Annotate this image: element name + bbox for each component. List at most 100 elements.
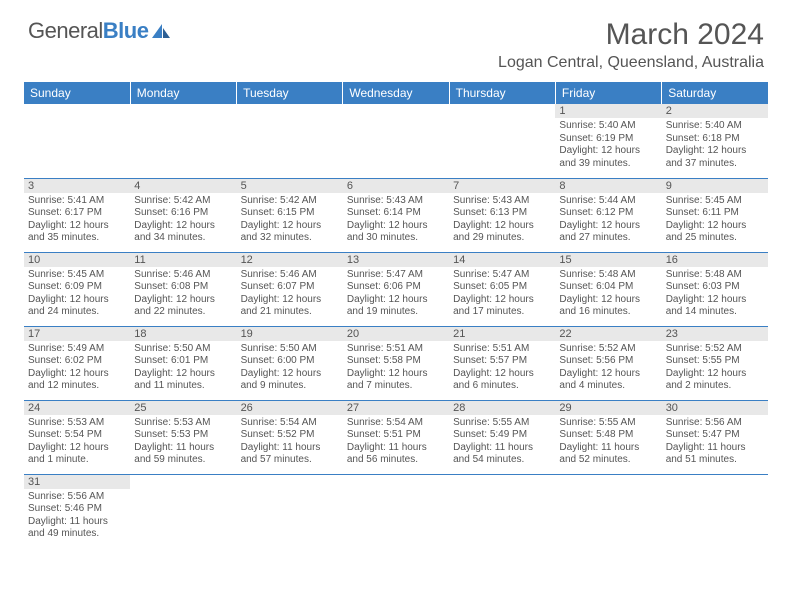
day-cell: 13Sunrise: 5:47 AMSunset: 6:06 PMDayligh… xyxy=(343,252,449,326)
day-details: Sunrise: 5:50 AMSunset: 6:01 PMDaylight:… xyxy=(130,341,236,395)
day-number: 15 xyxy=(555,253,661,267)
logo: GeneralBlue xyxy=(28,18,172,44)
day-number: 31 xyxy=(24,475,130,489)
day-details: Sunrise: 5:53 AMSunset: 5:53 PMDaylight:… xyxy=(130,415,236,469)
day-number: 10 xyxy=(24,253,130,267)
day-number: 8 xyxy=(555,179,661,193)
week-row: 10Sunrise: 5:45 AMSunset: 6:09 PMDayligh… xyxy=(24,252,768,326)
day-details: Sunrise: 5:46 AMSunset: 6:08 PMDaylight:… xyxy=(130,267,236,321)
day-cell xyxy=(24,104,130,178)
day-number: 12 xyxy=(237,253,343,267)
day-number: 1 xyxy=(555,104,661,118)
day-details: Sunrise: 5:40 AMSunset: 6:19 PMDaylight:… xyxy=(555,118,661,172)
day-details: Sunrise: 5:47 AMSunset: 6:05 PMDaylight:… xyxy=(449,267,555,321)
day-details: Sunrise: 5:55 AMSunset: 5:49 PMDaylight:… xyxy=(449,415,555,469)
day-details: Sunrise: 5:45 AMSunset: 6:09 PMDaylight:… xyxy=(24,267,130,321)
day-details: Sunrise: 5:54 AMSunset: 5:52 PMDaylight:… xyxy=(237,415,343,469)
day-details: Sunrise: 5:46 AMSunset: 6:07 PMDaylight:… xyxy=(237,267,343,321)
sail-icon xyxy=(150,22,172,40)
day-cell xyxy=(555,474,661,548)
day-details: Sunrise: 5:52 AMSunset: 5:56 PMDaylight:… xyxy=(555,341,661,395)
day-details: Sunrise: 5:48 AMSunset: 6:04 PMDaylight:… xyxy=(555,267,661,321)
day-details: Sunrise: 5:52 AMSunset: 5:55 PMDaylight:… xyxy=(662,341,768,395)
page-title: March 2024 xyxy=(498,18,764,52)
day-cell: 18Sunrise: 5:50 AMSunset: 6:01 PMDayligh… xyxy=(130,326,236,400)
day-header: Monday xyxy=(130,82,236,104)
day-number: 23 xyxy=(662,327,768,341)
week-row: 24Sunrise: 5:53 AMSunset: 5:54 PMDayligh… xyxy=(24,400,768,474)
day-details: Sunrise: 5:45 AMSunset: 6:11 PMDaylight:… xyxy=(662,193,768,247)
day-details: Sunrise: 5:55 AMSunset: 5:48 PMDaylight:… xyxy=(555,415,661,469)
week-row: 17Sunrise: 5:49 AMSunset: 6:02 PMDayligh… xyxy=(24,326,768,400)
day-header: Thursday xyxy=(449,82,555,104)
day-cell: 4Sunrise: 5:42 AMSunset: 6:16 PMDaylight… xyxy=(130,178,236,252)
day-cell: 29Sunrise: 5:55 AMSunset: 5:48 PMDayligh… xyxy=(555,400,661,474)
day-cell: 17Sunrise: 5:49 AMSunset: 6:02 PMDayligh… xyxy=(24,326,130,400)
day-cell: 8Sunrise: 5:44 AMSunset: 6:12 PMDaylight… xyxy=(555,178,661,252)
day-cell: 30Sunrise: 5:56 AMSunset: 5:47 PMDayligh… xyxy=(662,400,768,474)
day-details: Sunrise: 5:48 AMSunset: 6:03 PMDaylight:… xyxy=(662,267,768,321)
day-details: Sunrise: 5:43 AMSunset: 6:13 PMDaylight:… xyxy=(449,193,555,247)
day-number: 29 xyxy=(555,401,661,415)
day-number: 27 xyxy=(343,401,449,415)
day-cell xyxy=(130,474,236,548)
day-details: Sunrise: 5:50 AMSunset: 6:00 PMDaylight:… xyxy=(237,341,343,395)
day-cell: 5Sunrise: 5:42 AMSunset: 6:15 PMDaylight… xyxy=(237,178,343,252)
day-number: 2 xyxy=(662,104,768,118)
day-cell xyxy=(130,104,236,178)
calendar-table: SundayMondayTuesdayWednesdayThursdayFrid… xyxy=(24,82,768,548)
header: GeneralBlue March 2024 Logan Central, Qu… xyxy=(0,0,792,76)
logo-text-2: Blue xyxy=(103,18,149,44)
day-details: Sunrise: 5:51 AMSunset: 5:58 PMDaylight:… xyxy=(343,341,449,395)
day-cell: 31Sunrise: 5:56 AMSunset: 5:46 PMDayligh… xyxy=(24,474,130,548)
day-number: 9 xyxy=(662,179,768,193)
day-details: Sunrise: 5:47 AMSunset: 6:06 PMDaylight:… xyxy=(343,267,449,321)
day-details: Sunrise: 5:56 AMSunset: 5:46 PMDaylight:… xyxy=(24,489,130,543)
day-number: 14 xyxy=(449,253,555,267)
day-details: Sunrise: 5:49 AMSunset: 6:02 PMDaylight:… xyxy=(24,341,130,395)
day-number: 7 xyxy=(449,179,555,193)
day-details: Sunrise: 5:41 AMSunset: 6:17 PMDaylight:… xyxy=(24,193,130,247)
day-cell: 27Sunrise: 5:54 AMSunset: 5:51 PMDayligh… xyxy=(343,400,449,474)
day-cell: 10Sunrise: 5:45 AMSunset: 6:09 PMDayligh… xyxy=(24,252,130,326)
day-cell xyxy=(237,474,343,548)
day-cell: 24Sunrise: 5:53 AMSunset: 5:54 PMDayligh… xyxy=(24,400,130,474)
week-row: 3Sunrise: 5:41 AMSunset: 6:17 PMDaylight… xyxy=(24,178,768,252)
day-details: Sunrise: 5:53 AMSunset: 5:54 PMDaylight:… xyxy=(24,415,130,469)
day-number: 3 xyxy=(24,179,130,193)
week-row: 31Sunrise: 5:56 AMSunset: 5:46 PMDayligh… xyxy=(24,474,768,548)
day-details: Sunrise: 5:54 AMSunset: 5:51 PMDaylight:… xyxy=(343,415,449,469)
day-number: 21 xyxy=(449,327,555,341)
day-cell: 9Sunrise: 5:45 AMSunset: 6:11 PMDaylight… xyxy=(662,178,768,252)
day-cell: 16Sunrise: 5:48 AMSunset: 6:03 PMDayligh… xyxy=(662,252,768,326)
day-cell: 23Sunrise: 5:52 AMSunset: 5:55 PMDayligh… xyxy=(662,326,768,400)
day-number: 19 xyxy=(237,327,343,341)
day-cell: 3Sunrise: 5:41 AMSunset: 6:17 PMDaylight… xyxy=(24,178,130,252)
title-block: March 2024 Logan Central, Queensland, Au… xyxy=(498,18,764,72)
day-cell xyxy=(343,474,449,548)
day-number: 17 xyxy=(24,327,130,341)
day-number: 20 xyxy=(343,327,449,341)
day-number: 16 xyxy=(662,253,768,267)
calendar-body: 1Sunrise: 5:40 AMSunset: 6:19 PMDaylight… xyxy=(24,104,768,548)
day-cell: 21Sunrise: 5:51 AMSunset: 5:57 PMDayligh… xyxy=(449,326,555,400)
day-number: 4 xyxy=(130,179,236,193)
day-details: Sunrise: 5:44 AMSunset: 6:12 PMDaylight:… xyxy=(555,193,661,247)
day-header: Tuesday xyxy=(237,82,343,104)
day-header: Wednesday xyxy=(343,82,449,104)
day-cell: 22Sunrise: 5:52 AMSunset: 5:56 PMDayligh… xyxy=(555,326,661,400)
day-cell xyxy=(449,104,555,178)
day-details: Sunrise: 5:42 AMSunset: 6:16 PMDaylight:… xyxy=(130,193,236,247)
day-cell: 26Sunrise: 5:54 AMSunset: 5:52 PMDayligh… xyxy=(237,400,343,474)
day-details: Sunrise: 5:43 AMSunset: 6:14 PMDaylight:… xyxy=(343,193,449,247)
day-number: 25 xyxy=(130,401,236,415)
day-cell xyxy=(449,474,555,548)
day-number: 13 xyxy=(343,253,449,267)
day-cell xyxy=(662,474,768,548)
day-number: 28 xyxy=(449,401,555,415)
day-cell: 14Sunrise: 5:47 AMSunset: 6:05 PMDayligh… xyxy=(449,252,555,326)
day-cell: 2Sunrise: 5:40 AMSunset: 6:18 PMDaylight… xyxy=(662,104,768,178)
day-cell: 15Sunrise: 5:48 AMSunset: 6:04 PMDayligh… xyxy=(555,252,661,326)
day-cell: 25Sunrise: 5:53 AMSunset: 5:53 PMDayligh… xyxy=(130,400,236,474)
day-cell: 1Sunrise: 5:40 AMSunset: 6:19 PMDaylight… xyxy=(555,104,661,178)
